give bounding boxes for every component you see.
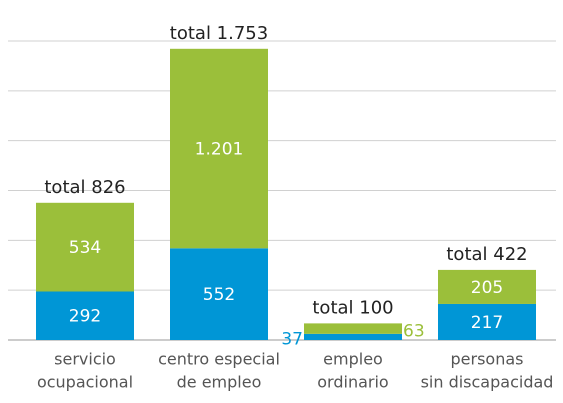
x-tick-label: sin discapacidad [421, 373, 554, 392]
total-label: total 1.753 [170, 23, 268, 44]
x-tick-label: de empleo [177, 373, 262, 392]
value-label: 63 [403, 322, 425, 342]
bar-segment [36, 291, 134, 340]
bar-segment [304, 323, 402, 334]
value-label: 205 [471, 278, 503, 298]
value-label: 1.201 [195, 140, 244, 160]
value-label: 534 [69, 238, 101, 258]
x-tick-label: personas [451, 350, 524, 369]
bar-segment [304, 333, 402, 340]
x-tick-label: ocupacional [37, 373, 133, 392]
bar-segment [170, 248, 268, 340]
x-tick-label: servicio [54, 350, 116, 369]
total-label: total 422 [446, 244, 527, 265]
total-label: total 826 [44, 177, 125, 198]
bar-segment [36, 202, 134, 292]
bar-segment [438, 269, 536, 304]
bar-segment [438, 303, 536, 340]
value-label: 292 [69, 307, 101, 327]
value-label: 552 [203, 285, 235, 305]
x-tick-label: centro especial [158, 350, 280, 369]
bar-segment [170, 48, 268, 249]
value-label: 37 [281, 330, 303, 350]
x-tick-label: ordinario [317, 373, 388, 392]
total-label: total 100 [312, 297, 393, 318]
value-label: 217 [471, 313, 503, 333]
x-tick-label: empleo [323, 350, 383, 369]
